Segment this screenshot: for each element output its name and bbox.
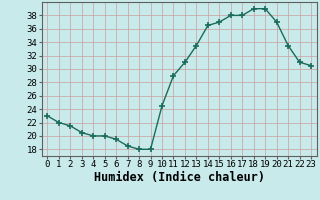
X-axis label: Humidex (Indice chaleur): Humidex (Indice chaleur): [94, 171, 265, 184]
